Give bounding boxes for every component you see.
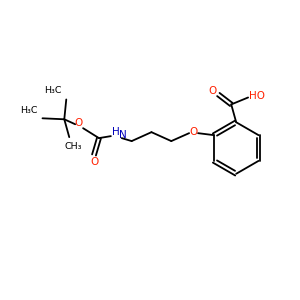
Text: O: O [74, 118, 82, 128]
Text: N: N [119, 130, 127, 140]
Text: O: O [91, 157, 99, 167]
Text: O: O [208, 85, 217, 96]
Text: H₃C: H₃C [20, 106, 38, 115]
Text: O: O [189, 127, 197, 137]
Text: CH₃: CH₃ [64, 142, 82, 151]
Text: H₃C: H₃C [44, 86, 61, 95]
Text: HO: HO [249, 91, 265, 100]
Text: H: H [112, 127, 120, 137]
